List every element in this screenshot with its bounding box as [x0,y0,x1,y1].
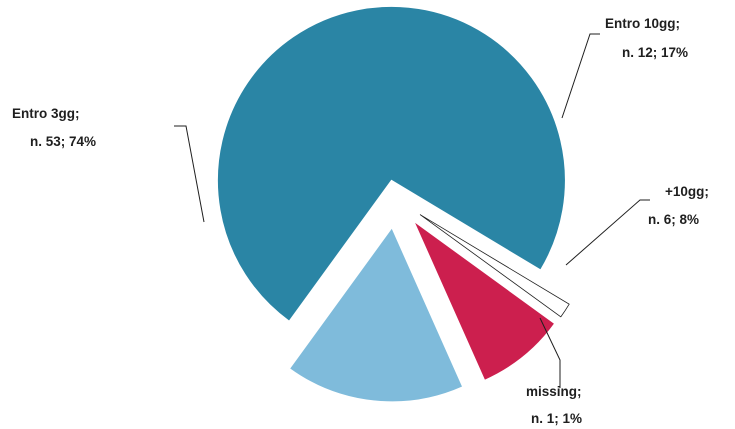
slice-labels: Entro 3gg; n. 53; 74% Entro 10gg; n. 12;… [12,16,709,426]
label-plus-10gg-line1: +10gg; [665,184,709,199]
pie-slice-missing [419,214,570,318]
pie-slices [216,5,570,403]
label-plus-10gg-line2: n. 6; 8% [648,212,699,227]
leader-lines [174,33,650,388]
label-entro-3gg-line2: n. 53; 74% [30,134,96,149]
leader-plus-10gg [565,199,650,266]
leader-entro-10gg [561,33,600,119]
label-missing-line2: n. 1; 1% [531,411,582,426]
label-missing-line1: missing; [526,384,582,399]
leader-missing [539,317,561,388]
label-entro-10gg-line1: Entro 10gg; [605,16,680,31]
pie-slice-10gg [412,219,556,381]
label-entro-10gg-line2: n. 12; 17% [622,45,688,60]
pie-slice-entro-3gg [216,5,566,322]
label-entro-3gg-line1: Entro 3gg; [12,106,80,121]
pie-slice-entro-10gg [288,226,464,403]
leader-entro-3gg [174,125,205,223]
